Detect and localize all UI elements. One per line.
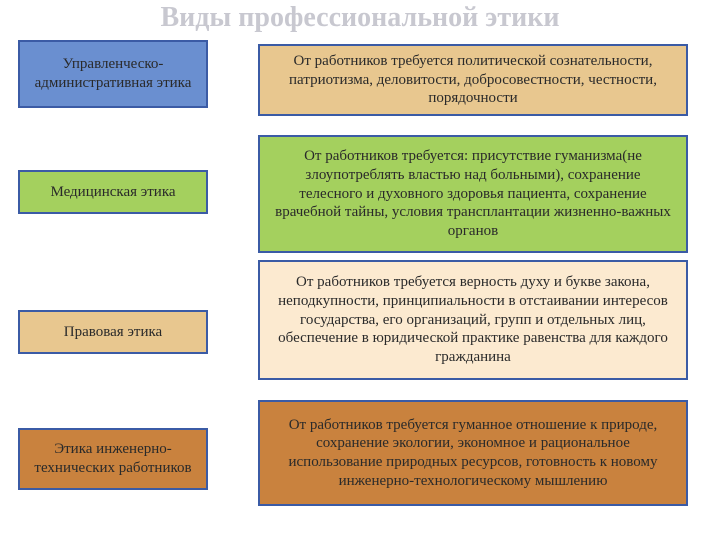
ethics-desc-legal: От работников требуется верность духу и … — [258, 260, 688, 380]
ethics-label-legal: Правовая этика — [18, 310, 208, 354]
page-title: Виды профессиональной этики — [0, 0, 720, 34]
ethics-label-medical: Медицинская этика — [18, 170, 208, 214]
ethics-desc-engineering: От работников требуется гуманное отношен… — [258, 400, 688, 506]
ethics-label-engineering: Этика инженерно-технических работников — [18, 428, 208, 490]
ethics-desc-admin: От работников требуется политической соз… — [258, 44, 688, 116]
ethics-desc-medical: От работников требуется: присутствие гум… — [258, 135, 688, 253]
ethics-label-admin: Управленческо-административная этика — [18, 40, 208, 108]
